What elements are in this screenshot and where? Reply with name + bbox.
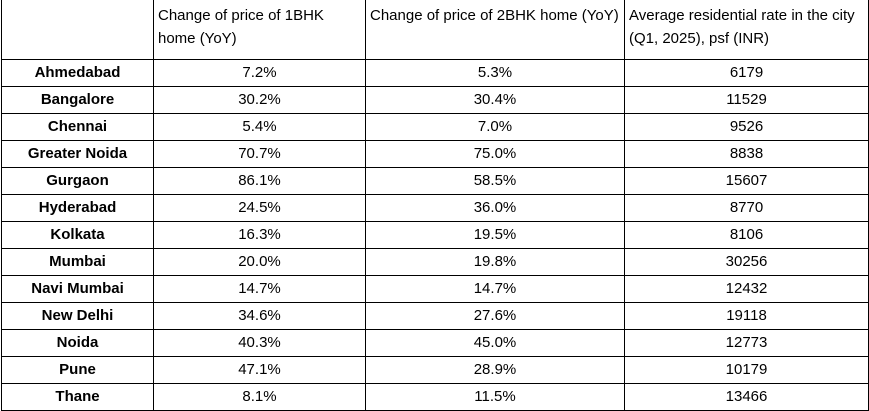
avg-rate-cell: 9526 (624, 113, 869, 141)
bhk2-change-cell: 14.7% (365, 275, 625, 303)
table-row: Kolkata 16.3% 19.5% 8106 (1, 221, 869, 249)
city-cell: New Delhi (1, 302, 154, 330)
table-row: Greater Noida 70.7% 75.0% 8838 (1, 140, 869, 168)
bhk1-change-cell: 47.1% (153, 356, 366, 384)
table-row: Gurgaon 86.1% 58.5% 15607 (1, 167, 869, 195)
table-row: Navi Mumbai 14.7% 14.7% 12432 (1, 275, 869, 303)
bhk1-change-cell: 8.1% (153, 383, 366, 411)
avg-rate-cell: 8106 (624, 221, 869, 249)
avg-rate-cell: 12773 (624, 329, 869, 357)
city-cell: Bangalore (1, 86, 154, 114)
table-row: Noida 40.3% 45.0% 12773 (1, 329, 869, 357)
bhk1-change-cell: 20.0% (153, 248, 366, 276)
avg-rate-cell: 30256 (624, 248, 869, 276)
avg-rate-cell: 13466 (624, 383, 869, 411)
city-cell: Gurgaon (1, 167, 154, 195)
bhk1-change-cell: 7.2% (153, 59, 366, 87)
table-row: Mumbai 20.0% 19.8% 30256 (1, 248, 869, 276)
header-city (1, 0, 154, 60)
bhk1-change-cell: 34.6% (153, 302, 366, 330)
bhk2-change-cell: 30.4% (365, 86, 625, 114)
city-cell: Noida (1, 329, 154, 357)
avg-rate-cell: 11529 (624, 86, 869, 114)
bhk1-change-cell: 16.3% (153, 221, 366, 249)
table-row: Hyderabad 24.5% 36.0% 8770 (1, 194, 869, 222)
bhk1-change-cell: 24.5% (153, 194, 366, 222)
city-cell: Kolkata (1, 221, 154, 249)
avg-rate-cell: 19118 (624, 302, 869, 330)
avg-rate-cell: 15607 (624, 167, 869, 195)
header-1bhk-change: Change of price of 1BHK home (YoY) (153, 0, 366, 60)
table-row: Bangalore 30.2% 30.4% 11529 (1, 86, 869, 114)
bhk2-change-cell: 58.5% (365, 167, 625, 195)
header-avg-rate: Average residential rate in the city (Q1… (624, 0, 869, 60)
city-cell: Navi Mumbai (1, 275, 154, 303)
city-cell: Greater Noida (1, 140, 154, 168)
avg-rate-cell: 6179 (624, 59, 869, 87)
bhk2-change-cell: 5.3% (365, 59, 625, 87)
table-row: New Delhi 34.6% 27.6% 19118 (1, 302, 869, 330)
bhk1-change-cell: 40.3% (153, 329, 366, 357)
bhk1-change-cell: 5.4% (153, 113, 366, 141)
bhk2-change-cell: 27.6% (365, 302, 625, 330)
avg-rate-cell: 10179 (624, 356, 869, 384)
bhk2-change-cell: 7.0% (365, 113, 625, 141)
bhk2-change-cell: 75.0% (365, 140, 625, 168)
city-cell: Mumbai (1, 248, 154, 276)
bhk1-change-cell: 30.2% (153, 86, 366, 114)
table-row: Pune 47.1% 28.9% 10179 (1, 356, 869, 384)
table-header-row: Change of price of 1BHK home (YoY) Chang… (1, 0, 869, 60)
city-cell: Ahmedabad (1, 59, 154, 87)
table-row: Ahmedabad 7.2% 5.3% 6179 (1, 59, 869, 87)
bhk2-change-cell: 36.0% (365, 194, 625, 222)
header-2bhk-change: Change of price of 2BHK home (YoY) (365, 0, 625, 60)
table-row: Thane 8.1% 11.5% 13466 (1, 383, 869, 411)
bhk2-change-cell: 11.5% (365, 383, 625, 411)
avg-rate-cell: 12432 (624, 275, 869, 303)
table-body: Ahmedabad 7.2% 5.3% 6179 Bangalore 30.2% 30.4%… (1, 59, 869, 411)
city-cell: Chennai (1, 113, 154, 141)
bhk2-change-cell: 19.5% (365, 221, 625, 249)
bhk1-change-cell: 70.7% (153, 140, 366, 168)
bhk1-change-cell: 86.1% (153, 167, 366, 195)
city-cell: Hyderabad (1, 194, 154, 222)
bhk2-change-cell: 28.9% (365, 356, 625, 384)
city-cell: Pune (1, 356, 154, 384)
avg-rate-cell: 8838 (624, 140, 869, 168)
bhk2-change-cell: 45.0% (365, 329, 625, 357)
bhk1-change-cell: 14.7% (153, 275, 366, 303)
avg-rate-cell: 8770 (624, 194, 869, 222)
city-cell: Thane (1, 383, 154, 411)
table-row: Chennai 5.4% 7.0% 9526 (1, 113, 869, 141)
bhk2-change-cell: 19.8% (365, 248, 625, 276)
